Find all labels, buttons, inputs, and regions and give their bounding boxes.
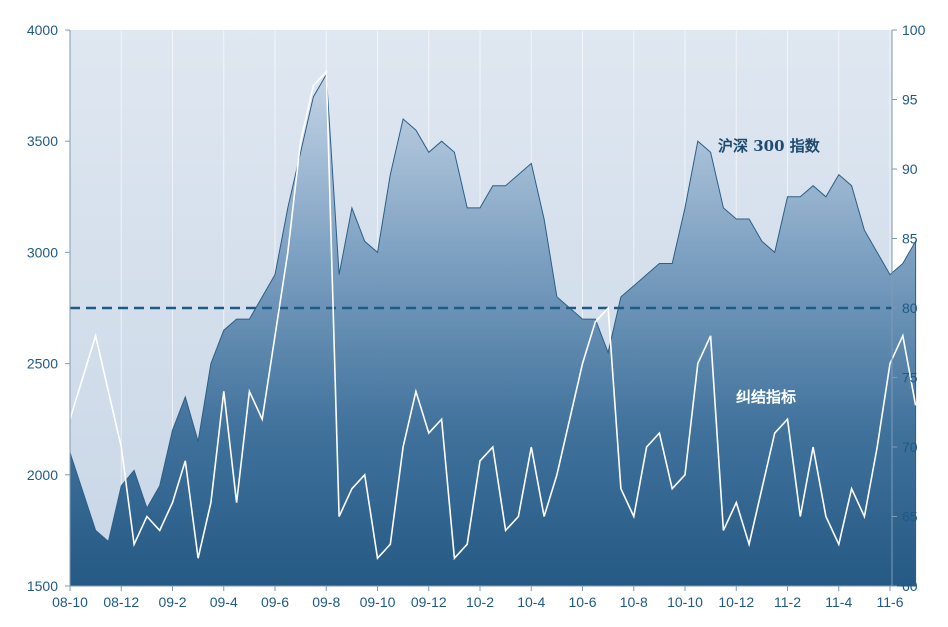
y-right-tick-label: 90 xyxy=(902,161,918,177)
x-tick-label: 10-6 xyxy=(568,594,596,610)
y-left-tick-label: 4000 xyxy=(27,22,58,38)
y-right-tick-label: 85 xyxy=(902,231,918,247)
y-axis-left-ticks: 1500 2000 2500 3000 3500 4000 xyxy=(27,22,70,594)
x-tick-label: 09-6 xyxy=(261,594,289,610)
x-tick-label: 08-12 xyxy=(103,594,139,610)
y-left-tick-label: 2500 xyxy=(27,356,58,372)
y-left-tick-label: 1500 xyxy=(27,578,58,594)
y-right-tick-label: 100 xyxy=(902,22,926,38)
y-right-tick-label: 60 xyxy=(902,578,918,594)
x-tick-label: 08-10 xyxy=(52,594,88,610)
label-csi300: 沪深 300 指数 xyxy=(718,137,821,155)
x-tick-label: 10-2 xyxy=(466,594,494,610)
y-left-tick-label: 3500 xyxy=(27,133,58,149)
y-left-tick-label: 3000 xyxy=(27,244,58,260)
y-right-tick-label: 70 xyxy=(902,439,918,455)
x-tick-label: 09-4 xyxy=(210,594,238,610)
y-right-tick-label: 65 xyxy=(902,509,918,525)
label-indicator: 纠结指标 xyxy=(736,388,796,406)
x-tick-label: 11-4 xyxy=(825,594,852,610)
x-tick-label: 10-4 xyxy=(517,594,545,610)
x-tick-label: 11-6 xyxy=(877,594,904,610)
series-area-csi300 xyxy=(69,72,917,587)
y-left-tick-label: 2000 xyxy=(27,467,58,483)
x-tick-label: 10-12 xyxy=(718,594,754,610)
series-line-indicator xyxy=(69,69,917,561)
x-axis-ticks: 08-10 08-12 09-2 09-4 09-6 09-8 09-10 09-12 10-2… xyxy=(52,586,904,610)
x-tick-label: 09-8 xyxy=(312,594,340,610)
x-tick-label: 10-10 xyxy=(667,594,703,610)
x-tick-label: 09-2 xyxy=(158,594,186,610)
x-tick-label: 09-10 xyxy=(360,594,396,610)
y-right-tick-label: 80 xyxy=(902,300,918,316)
y-axis-right-ticks: 60 65 70 75 80 85 90 95 100 xyxy=(892,22,926,594)
x-tick-label: 10-8 xyxy=(620,594,648,610)
y-right-tick-label: 95 xyxy=(902,92,918,108)
x-tick-label: 09-12 xyxy=(411,594,447,610)
x-tick-label: 11-2 xyxy=(774,594,801,610)
y-right-tick-label: 75 xyxy=(902,370,918,386)
